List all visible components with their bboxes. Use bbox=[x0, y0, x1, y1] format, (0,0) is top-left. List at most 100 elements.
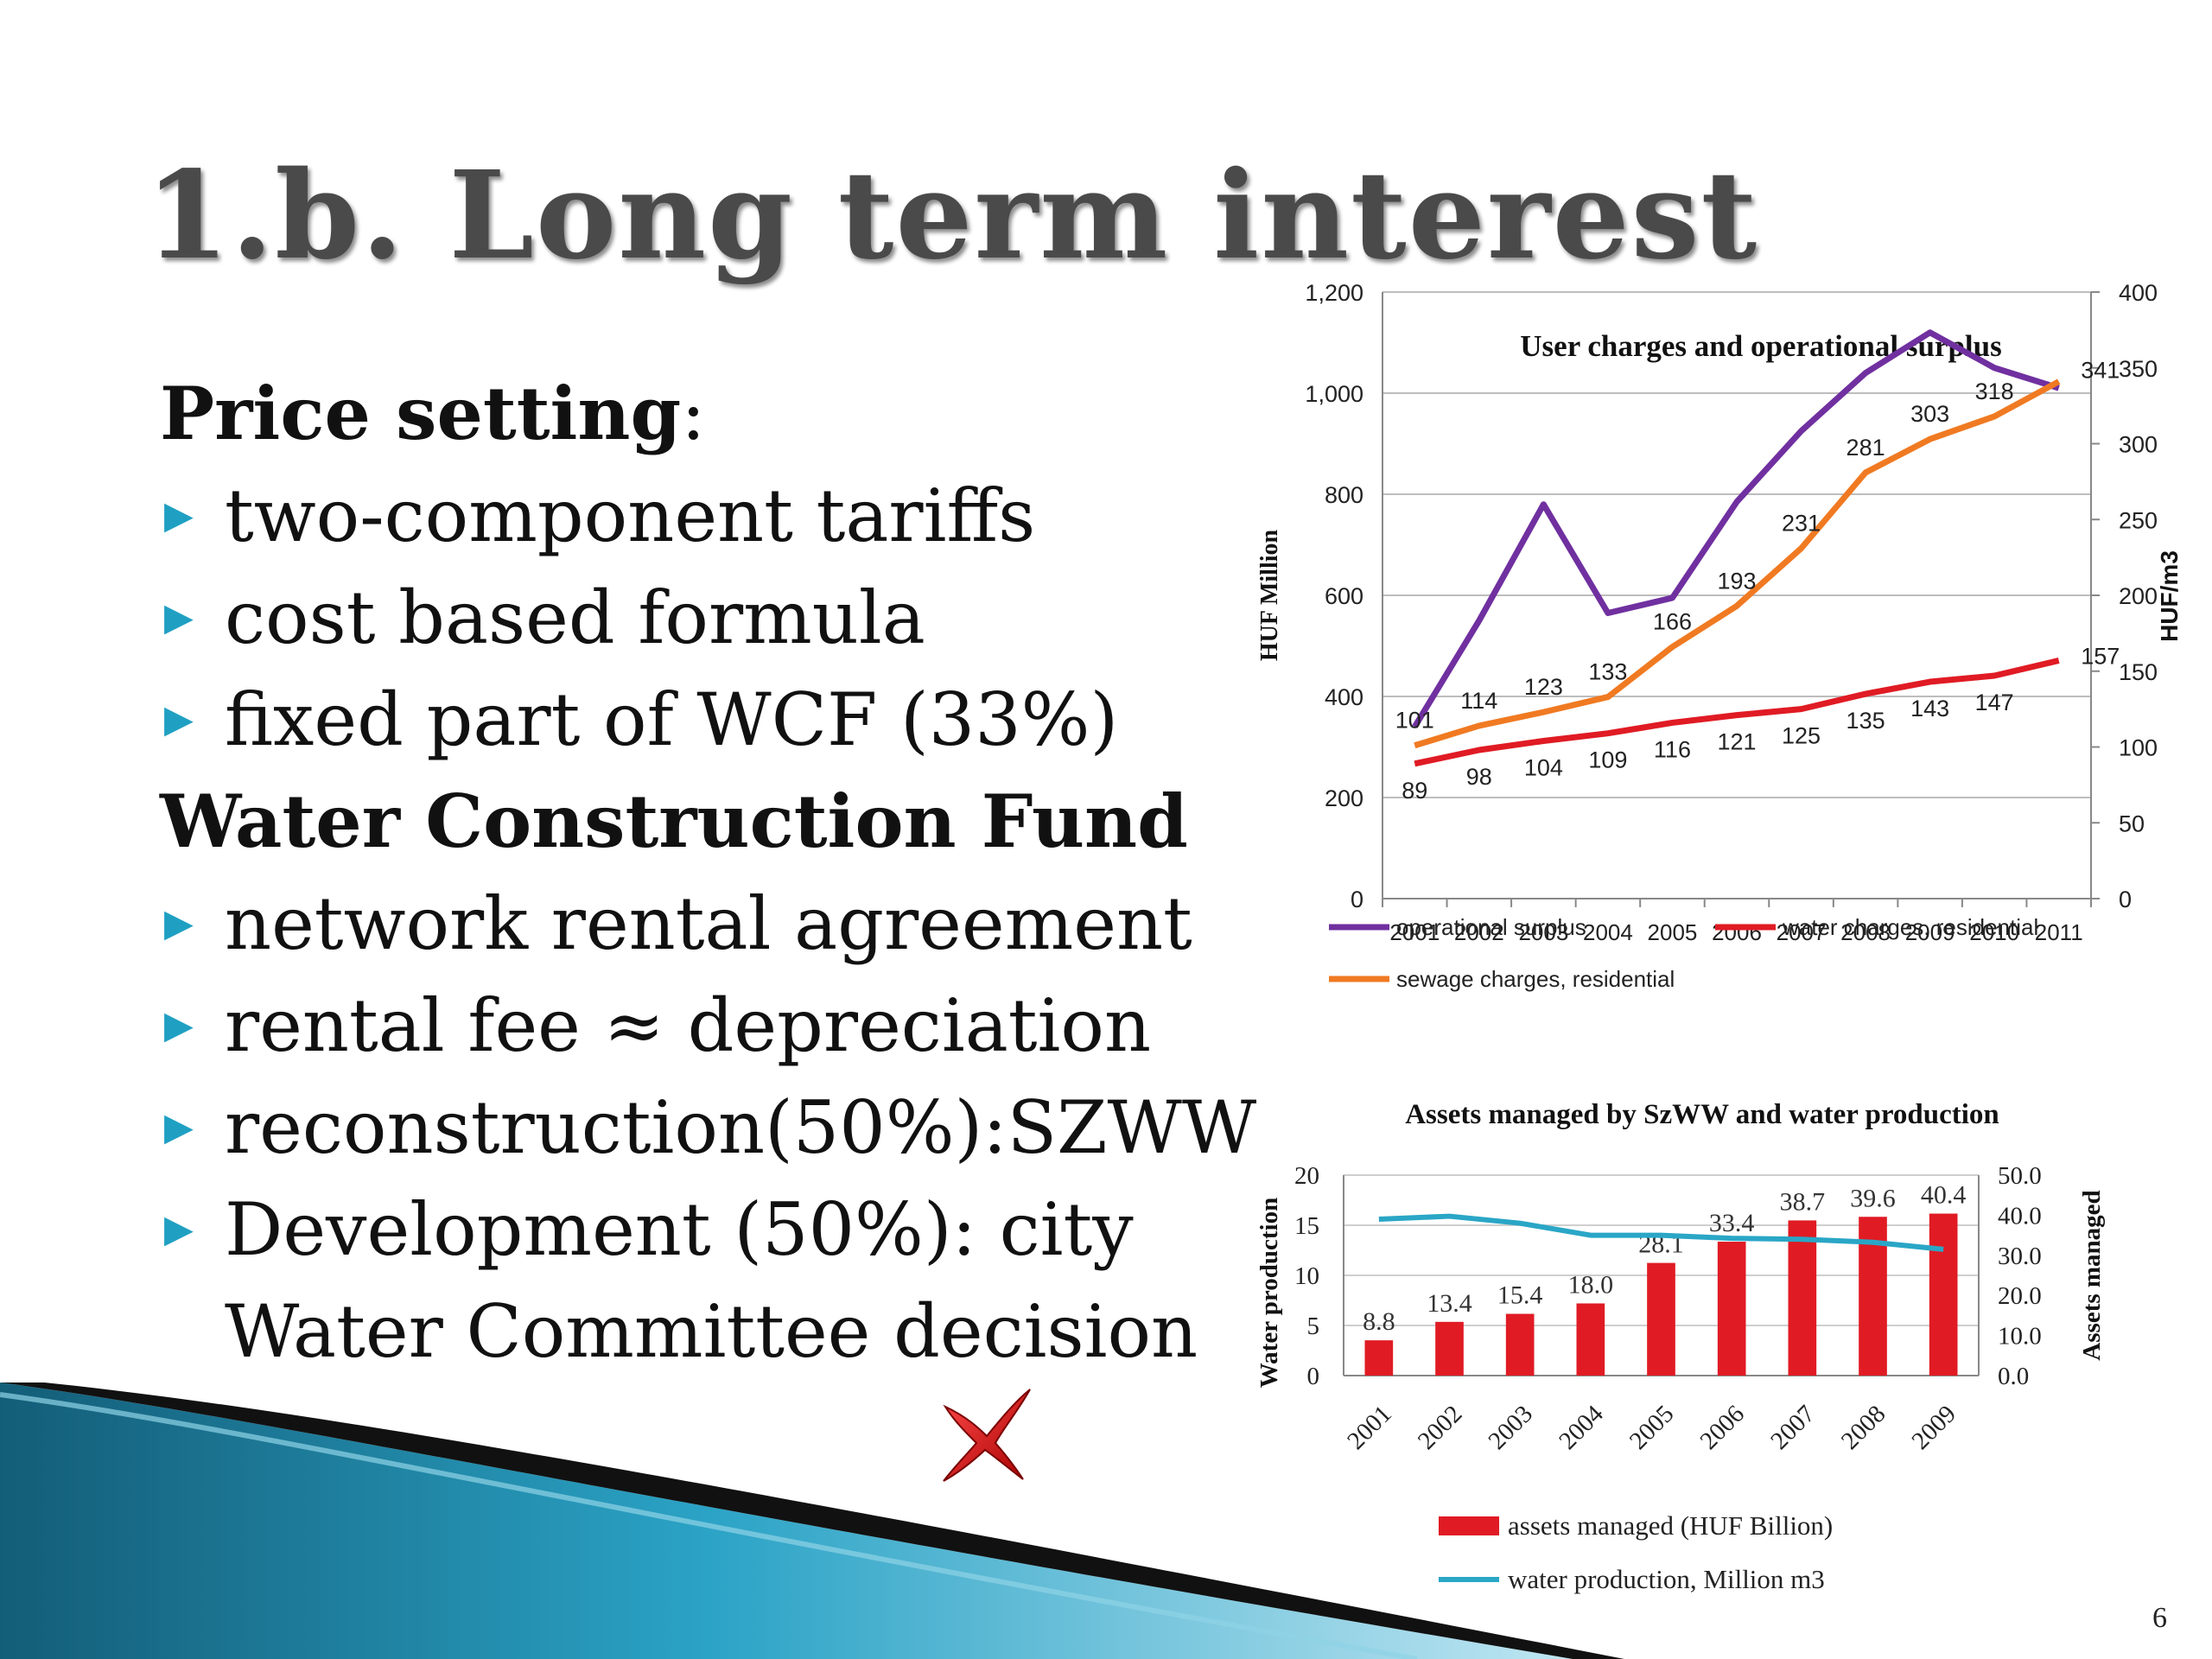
x-tick-label: 2002 bbox=[1454, 919, 1504, 945]
y2-tick-label: 400 bbox=[2119, 280, 2158, 306]
bullet-item: ▶ fixed part of WCF (33%) bbox=[160, 669, 1283, 771]
y2-tick-label: 0.0 bbox=[1998, 1363, 2029, 1390]
bar-value-label: 39.6 bbox=[1850, 1184, 1896, 1212]
y2-tick-label: 50 bbox=[2119, 810, 2145, 836]
x-tick-label: 2009 bbox=[1905, 919, 1955, 945]
bullet-arrow-icon: ▶ bbox=[164, 1105, 194, 1149]
bullet-item: ▶ reconstruction(50%):SZWW bbox=[160, 1077, 1283, 1179]
y2-tick-label: 30.0 bbox=[1998, 1243, 2042, 1270]
series-line-0 bbox=[1412, 329, 2060, 728]
x-tick-label: 2001 bbox=[1342, 1400, 1397, 1455]
y2-tick-label: 300 bbox=[2119, 432, 2158, 458]
bullet-arrow-icon: ▶ bbox=[164, 1003, 194, 1047]
bullet-item: ▶ Development (50%): city bbox=[160, 1179, 1283, 1281]
legend-label: water production, Million m3 bbox=[1508, 1564, 1825, 1594]
data-label: 89 bbox=[1402, 778, 1427, 804]
data-label: 231 bbox=[1782, 511, 1821, 537]
data-label: 193 bbox=[1717, 568, 1756, 594]
y2-tick-label: 50.0 bbox=[1998, 1162, 2042, 1190]
bullet-item: ▶ rental fee ≈ depreciation bbox=[160, 975, 1283, 1077]
y-tick-label: 600 bbox=[1325, 583, 1363, 609]
bullet-item: ▶ two-component tariffs bbox=[160, 465, 1283, 567]
data-label: 114 bbox=[1460, 688, 1497, 714]
bar bbox=[1717, 1242, 1746, 1376]
data-label: 121 bbox=[1717, 729, 1756, 755]
red-cross-icon bbox=[943, 1389, 1031, 1482]
data-label: 101 bbox=[1395, 708, 1434, 734]
data-label: 166 bbox=[1653, 609, 1692, 635]
y2-tick-label: 250 bbox=[2119, 507, 2158, 533]
y2-tick-label: 40.0 bbox=[1998, 1202, 2042, 1230]
bullet-item-continuation: Water Committee decision bbox=[225, 1289, 1198, 1374]
data-label: 109 bbox=[1588, 747, 1627, 773]
bar bbox=[1435, 1321, 1464, 1376]
bar-value-label: 15.4 bbox=[1497, 1281, 1543, 1310]
section-heading-water-construction-fund: Water Construction Fund bbox=[160, 779, 1188, 864]
decorative-swoosh bbox=[0, 1382, 1624, 1659]
x-tick-label: 2007 bbox=[1777, 919, 1827, 945]
y-axis-title: HUF Million bbox=[1256, 529, 1283, 661]
y-tick-label: 20 bbox=[1294, 1162, 1319, 1190]
y2-tick-label: 10.0 bbox=[1998, 1323, 2042, 1351]
x-tick-label: 2011 bbox=[2035, 919, 2083, 945]
bar bbox=[1647, 1262, 1675, 1376]
bullet-item: ▶ network rental agreement bbox=[160, 873, 1283, 975]
data-label: 98 bbox=[1466, 764, 1492, 790]
y-tick-label: 0 bbox=[1307, 1363, 1320, 1390]
y2-tick-label: 150 bbox=[2119, 659, 2158, 685]
x-tick-label: 2003 bbox=[1518, 919, 1568, 945]
x-tick-label: 2009 bbox=[1906, 1400, 1961, 1455]
x-tick-label: 2006 bbox=[1694, 1400, 1750, 1455]
bar-value-label: 8.8 bbox=[1363, 1307, 1395, 1336]
bullet-item: ▶ cost based formula bbox=[160, 567, 1283, 669]
bar-value-label: 40.4 bbox=[1921, 1181, 1967, 1210]
bar-value-label: 33.4 bbox=[1709, 1209, 1755, 1237]
data-label: 318 bbox=[1975, 378, 2014, 404]
data-label: 147 bbox=[1975, 690, 2014, 715]
y2-tick-label: 350 bbox=[2119, 356, 2158, 382]
y2-tick-label: 200 bbox=[2119, 583, 2158, 609]
bullet-list: Price setting: ▶ two-component tariffs ▶ c… bbox=[160, 363, 1283, 1382]
x-tick-label: 2010 bbox=[1969, 919, 2019, 945]
bar-value-label: 38.7 bbox=[1780, 1187, 1826, 1216]
bar bbox=[1364, 1340, 1394, 1376]
data-label: 104 bbox=[1524, 754, 1563, 780]
y-tick-label: 15 bbox=[1294, 1212, 1319, 1240]
water-production-line bbox=[1378, 1213, 1944, 1252]
bullet-arrow-icon: ▶ bbox=[164, 697, 194, 741]
data-label: 341 bbox=[2081, 358, 2120, 384]
data-label: 116 bbox=[1654, 736, 1691, 762]
y2-tick-label: 20.0 bbox=[1998, 1282, 2042, 1310]
bar-value-label: 18.0 bbox=[1568, 1270, 1614, 1299]
x-tick-label: 2008 bbox=[1840, 919, 1891, 945]
slide-title: 1.b. Long term interest bbox=[145, 145, 1759, 287]
y2-axis-title: Assets managed bbox=[2078, 1190, 2106, 1360]
page-number: 6 bbox=[2152, 1602, 2167, 1634]
line-chart-user-charges: 0 200 400 600 800 1,000 1,200 0 50 100 150 200 250 30… bbox=[1256, 280, 2183, 992]
series-line-2 bbox=[1414, 378, 2061, 749]
bullet-arrow-icon: ▶ bbox=[164, 1207, 194, 1251]
x-tick-label: 2001 bbox=[1389, 919, 1440, 945]
y-tick-label: 800 bbox=[1325, 482, 1363, 508]
data-label: 133 bbox=[1588, 659, 1627, 685]
bar bbox=[1576, 1303, 1605, 1376]
data-label: 123 bbox=[1524, 674, 1563, 700]
x-tick-label: 2007 bbox=[1765, 1400, 1821, 1455]
x-tick-label: 2002 bbox=[1413, 1400, 1468, 1455]
bullet-arrow-icon: ▶ bbox=[164, 595, 194, 639]
x-tick-label: 2003 bbox=[1483, 1400, 1538, 1455]
y-tick-label: 200 bbox=[1325, 785, 1363, 811]
legend-label: sewage charges, residential bbox=[1396, 966, 1675, 992]
bar bbox=[1929, 1213, 1958, 1376]
data-label: 143 bbox=[1910, 696, 1949, 721]
legend-swatch-bar bbox=[1439, 1516, 1499, 1535]
x-tick-label: 2004 bbox=[1583, 919, 1633, 945]
data-label: 135 bbox=[1847, 708, 1885, 734]
bar bbox=[1505, 1313, 1535, 1376]
x-tick-label: 2004 bbox=[1554, 1400, 1609, 1455]
legend-label: operational surplus bbox=[1396, 914, 1586, 940]
y-tick-label: 0 bbox=[1351, 887, 1363, 912]
bullet-arrow-icon: ▶ bbox=[164, 901, 194, 945]
chart-title: Assets managed by SzWW and water product… bbox=[1405, 1099, 1999, 1130]
x-tick-label: 2005 bbox=[1624, 1400, 1680, 1455]
